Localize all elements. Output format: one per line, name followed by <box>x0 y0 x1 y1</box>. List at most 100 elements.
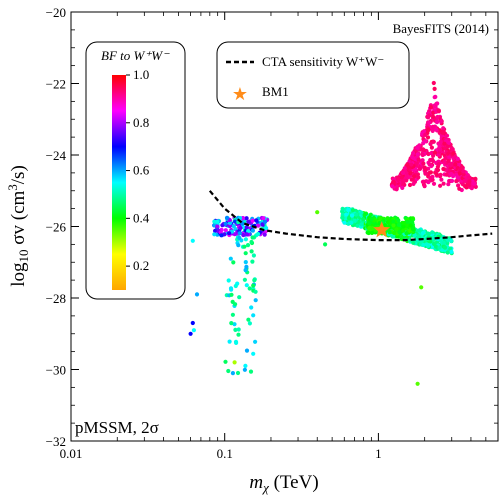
data-point <box>423 171 428 176</box>
data-point <box>471 181 476 186</box>
data-point <box>417 166 423 171</box>
data-point <box>412 174 417 179</box>
data-point <box>421 179 426 184</box>
data-point <box>249 249 254 254</box>
data-point <box>431 181 437 186</box>
data-point <box>230 371 235 376</box>
data-point <box>399 175 404 180</box>
data-point <box>462 178 467 183</box>
legend-star-icon: ★ <box>232 84 248 104</box>
data-point <box>244 283 249 288</box>
data-point <box>242 277 247 282</box>
data-point <box>212 232 217 237</box>
colorbar-title: BF to W⁺W⁻ <box>101 48 170 63</box>
data-point <box>407 182 413 188</box>
data-point <box>461 172 466 177</box>
data-point <box>426 180 431 185</box>
benchmark-marker <box>373 221 391 238</box>
data-point <box>442 159 447 164</box>
data-point <box>251 313 256 318</box>
data-point <box>229 292 234 297</box>
data-point <box>229 321 234 326</box>
data-point <box>445 250 450 255</box>
data-point <box>438 183 443 188</box>
y-tick-label: −30 <box>46 363 66 378</box>
data-point <box>243 260 248 265</box>
data-point <box>415 145 420 150</box>
data-point <box>430 128 435 133</box>
x-tick-label: 0.1 <box>217 446 233 461</box>
data-point <box>190 320 195 326</box>
data-point <box>369 217 374 222</box>
data-point <box>434 127 439 132</box>
data-point <box>237 295 242 300</box>
colorbar-gradient <box>112 75 126 290</box>
data-point <box>415 381 420 386</box>
data-point <box>215 224 220 229</box>
data-point <box>419 285 424 290</box>
data-point <box>421 161 426 166</box>
data-point <box>449 171 454 177</box>
data-point <box>366 230 371 236</box>
data-point <box>323 242 328 247</box>
data-point <box>246 317 251 322</box>
data-point <box>438 147 443 152</box>
data-point <box>430 157 435 162</box>
data-point <box>426 115 431 120</box>
data-point <box>423 167 428 172</box>
data-point <box>405 219 410 224</box>
data-point <box>446 155 451 160</box>
data-point <box>243 237 248 242</box>
data-point <box>423 132 428 137</box>
data-point <box>349 213 355 218</box>
data-point <box>390 184 395 189</box>
colorbar-tick-label: 0.2 <box>133 258 149 273</box>
data-point <box>400 170 406 175</box>
colorbar-tick-label: 1.0 <box>133 67 149 82</box>
data-point <box>435 119 440 124</box>
data-point <box>254 218 259 223</box>
data-point <box>363 211 369 216</box>
data-point <box>409 177 414 182</box>
data-point <box>438 119 444 124</box>
data-point <box>232 322 237 327</box>
data-point <box>227 339 232 344</box>
data-point <box>436 108 441 113</box>
colorbar-legend: BF to W⁺W⁻ 0.2 0.4 0.6 0.8 1.0 <box>85 41 186 300</box>
data-point <box>241 232 246 238</box>
data-point <box>467 179 472 184</box>
data-point <box>410 155 415 160</box>
data-point <box>250 218 255 223</box>
x-axis-label: mχ (TeV) <box>249 472 318 495</box>
data-point <box>427 162 432 167</box>
data-point <box>245 243 251 248</box>
data-point <box>352 218 357 223</box>
y-axis-label: log10 σv (cm3/s) <box>5 165 31 287</box>
data-point <box>262 232 267 237</box>
data-point <box>438 140 443 145</box>
data-point <box>224 215 230 220</box>
data-point <box>455 175 460 180</box>
data-point <box>251 283 256 288</box>
axis-ticks: 0.01 0.1 1 −32 −30 −28 −26 −24 −22 −20 <box>46 5 499 461</box>
data-point <box>340 215 345 220</box>
legend-cta-label: CTA sensitivity W⁺W⁻ <box>262 54 384 69</box>
x-tick-label: 0.01 <box>60 446 83 461</box>
data-point <box>237 231 242 236</box>
data-point <box>194 292 200 297</box>
data-point <box>343 216 348 221</box>
data-point <box>248 369 254 374</box>
data-point <box>242 367 247 372</box>
data-point <box>432 95 437 100</box>
data-point <box>233 327 238 332</box>
data-point <box>354 212 359 217</box>
data-point <box>234 340 239 345</box>
data-point <box>188 331 193 336</box>
data-point <box>442 245 448 250</box>
data-point <box>438 172 443 177</box>
data-point <box>394 187 399 192</box>
data-point <box>238 225 243 231</box>
data-point <box>449 178 455 183</box>
data-point <box>253 298 258 303</box>
data-point <box>436 162 441 167</box>
